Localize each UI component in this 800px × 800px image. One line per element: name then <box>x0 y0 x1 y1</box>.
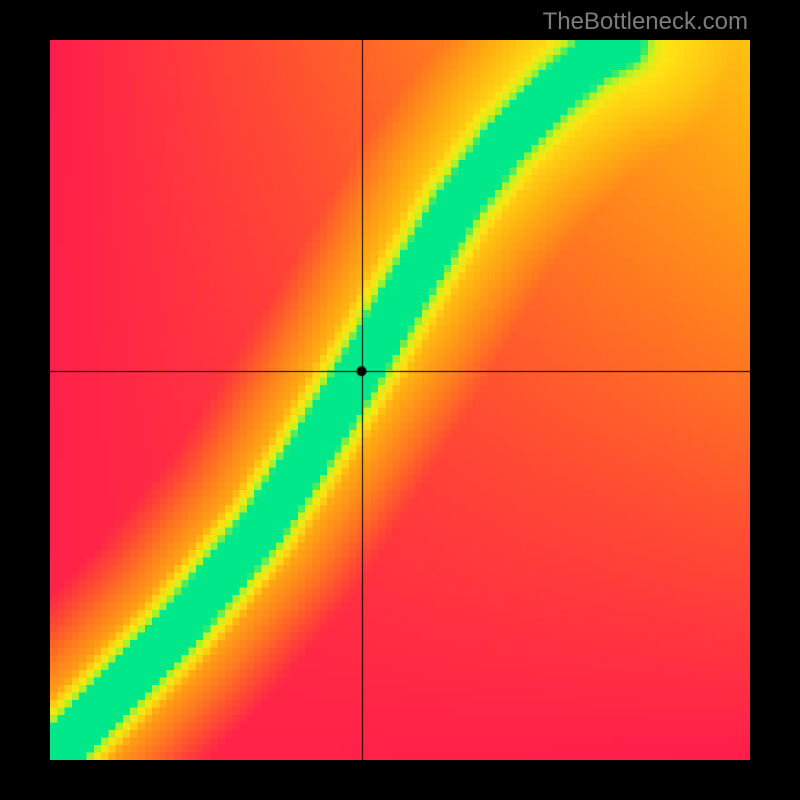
chart-container: TheBottleneck.com <box>0 0 800 800</box>
crosshair-overlay <box>50 40 750 760</box>
watermark-text: TheBottleneck.com <box>543 8 748 36</box>
